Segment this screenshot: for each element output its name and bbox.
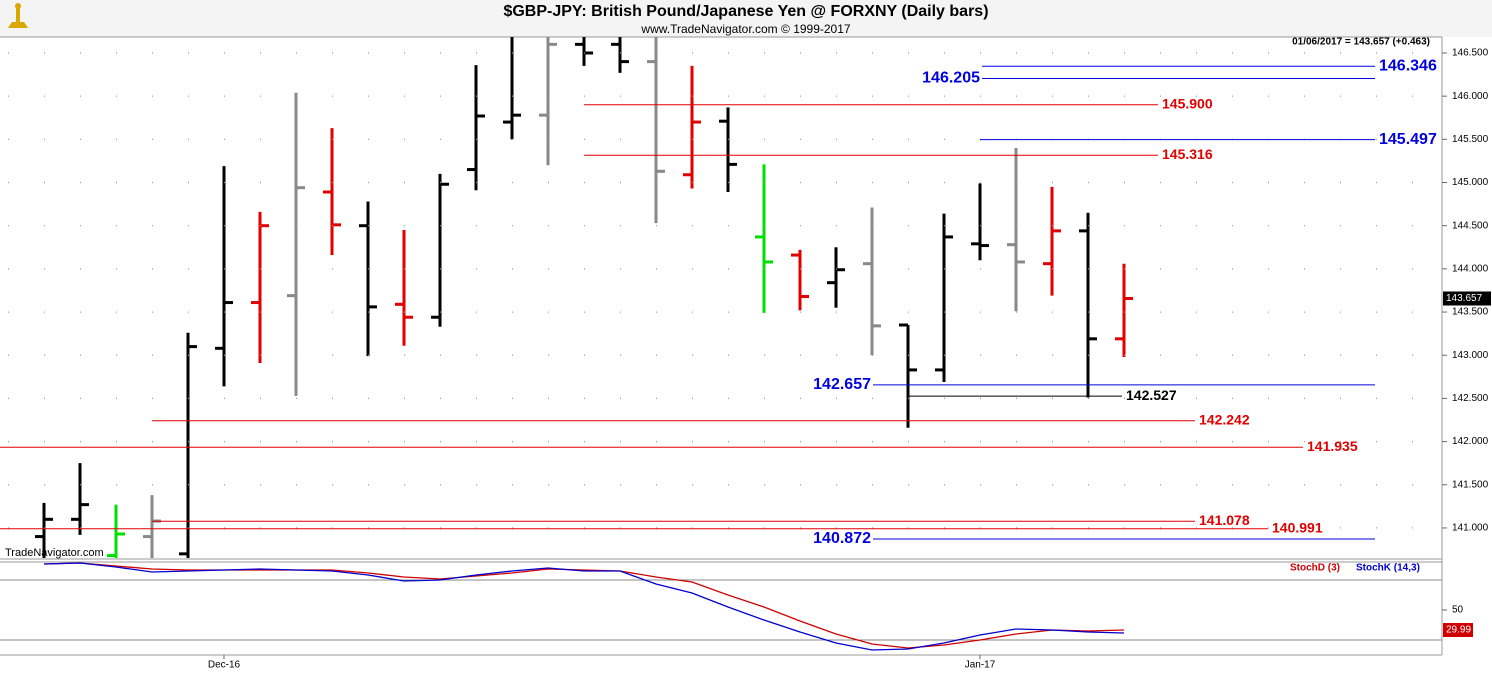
y-tick-label: 144.500 [1452,220,1489,231]
stoch-line [43,562,1125,651]
y-tick-label: 144.000 [1452,264,1489,275]
x-tick-label: Dec-16 [208,660,241,671]
legend-entry: StochD (3) [1290,563,1340,574]
last-price: 143.657 [1446,293,1483,304]
level-label: 145.497 [1379,131,1437,148]
y-tick-label: 50 [1452,605,1464,616]
y-tick-label: 143.500 [1452,307,1489,318]
last-value: 29.99 [1446,625,1471,636]
level-label: 142.527 [1126,387,1177,403]
level-label: 142.657 [813,376,871,393]
header [0,0,1492,37]
level-label: 140.872 [813,530,871,547]
y-tick-label: 142.000 [1452,436,1489,447]
x-tick-label: Jan-17 [965,660,996,671]
level-label: 145.316 [1162,146,1213,162]
level-label: 142.242 [1199,411,1250,427]
level-label: 146.346 [1379,57,1437,74]
level-label: 141.078 [1199,512,1250,528]
last-price-box [1443,291,1491,306]
level-label: 146.205 [922,70,980,87]
info: 01/06/2017 = 143.657 (+0.463) [1292,37,1430,48]
y-tick-label: 141.500 [1452,479,1489,490]
chart-title: $GBP-JPY: British Pound/Japanese Yen @ F… [503,3,988,20]
y-tick-label: 145.500 [1452,134,1489,145]
legend-entry: StochK (14,3) [1356,563,1420,574]
plot [35,37,1133,558]
y-tick-label: 141.000 [1452,523,1489,534]
y-tick-label: 146.000 [1452,91,1489,102]
logo [8,3,28,28]
level-label: 140.991 [1272,519,1323,535]
y-tick-label: 142.500 [1452,393,1489,404]
y-tick-label: 143.000 [1452,350,1489,361]
level-label: 145.900 [1162,95,1213,111]
last-value-box [1443,623,1473,638]
chart-subtitle: www.TradeNavigator.com © 1999-2017 [640,22,850,36]
y-tick-label: 146.500 [1452,48,1489,59]
level-label: 141.935 [1307,438,1358,454]
y-tick-label: 145.000 [1452,177,1489,188]
watermark: TradeNavigator.com [5,547,104,559]
